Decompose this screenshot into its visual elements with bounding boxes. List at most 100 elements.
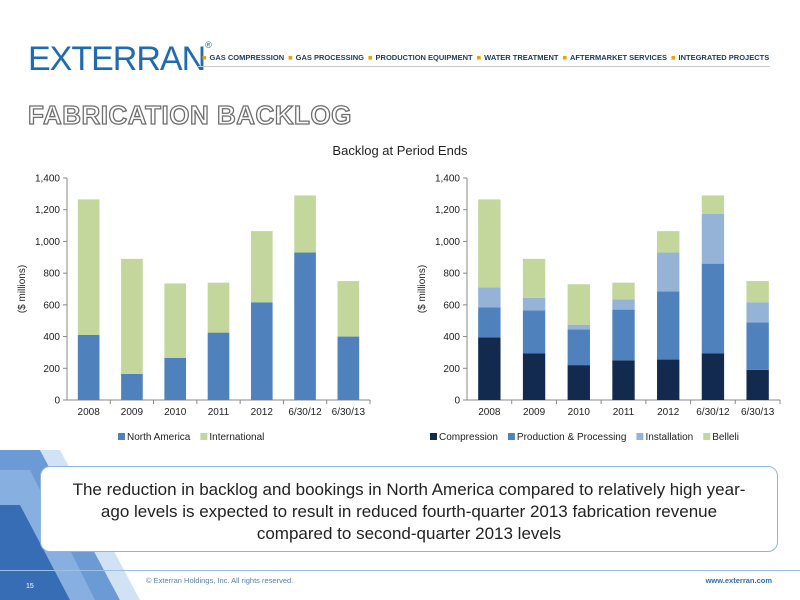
y-tick-label: 1,200 [435,205,460,216]
footer-divider [0,570,800,571]
nav-bullet-icon: ■ [670,53,676,62]
bar-segment [207,282,230,333]
bar-segment [701,195,725,214]
nav-bullet-icon: ■ [202,53,207,62]
slide-title: FABRICATION BACKLOG [27,99,352,130]
bar-segment [612,299,635,310]
bar-segment [567,284,590,325]
bar-segment [294,252,316,400]
x-tick-label: 2008 [78,407,101,418]
bar-segment [657,359,680,400]
y-tick-label: 1,000 [35,237,60,248]
y-tick-label: 0 [54,396,60,407]
shared-chart-title: Backlog at Period Ends [332,143,468,158]
exterran-logo[interactable]: EXTERRAN® [28,40,212,79]
bar-segment [164,283,187,358]
callout-box: The reduction in backlog and bookings in… [40,466,778,552]
bar-segment [337,281,360,337]
bar-segment [701,213,725,264]
x-tick-label: 2012 [657,407,680,418]
bar-segment [612,360,635,400]
backlog-by-product-chart: 0 200 400 600 800 1,000 1,200 1,400 ($ millions)… [417,174,781,443]
bar-segment [567,329,590,366]
nav-bullet-icon: ■ [368,53,373,62]
bar-segment [522,310,546,354]
bar-segment [657,252,680,292]
legend-swatch [200,433,208,440]
nav-item[interactable]: GAS PROCESSING [295,53,365,62]
bar-segment [207,332,230,400]
y-tick-label: 800 [443,269,460,280]
bar-segment [294,195,316,253]
y-tick-label: 400 [443,332,460,343]
y-tick-label: 400 [43,332,60,343]
y-tick-label: 1,400 [35,174,60,185]
y-tick-label: 200 [443,364,460,375]
x-tick-label: 6/30/13 [741,407,775,418]
legend-label: Production & Processing [517,432,627,443]
header-nav: ■ GAS COMPRESSION ■ GAS PROCESSING ■ PRODUCTI… [198,53,769,62]
bar-segment [121,373,143,400]
y-tick-label: 1,000 [435,237,460,248]
y-axis-label: ($ millions) [417,265,428,313]
bar-segment [522,297,546,311]
bar-segment [746,322,769,370]
bar-segment [567,365,590,400]
nav-item[interactable]: WATER TREATMENT [484,53,559,62]
bar-segment [337,336,360,400]
page-number: 15 [26,583,34,590]
y-tick-label: 600 [443,300,460,311]
nav-bullet-icon: ■ [476,53,482,62]
bar-segment [250,231,273,303]
legend-label: International [209,432,264,443]
bar-segment [746,302,769,323]
bar-segment [478,337,501,400]
legend-swatch [507,433,515,440]
bar-segment [522,258,546,298]
x-tick-label: 6/30/12 [288,407,322,418]
x-tick-label: 2010 [568,407,591,418]
legend-swatch [636,433,644,440]
nav-bullet-icon: ■ [288,53,293,62]
x-tick-label: 2011 [613,407,635,418]
nav-item[interactable]: AFTERMARKET SERVICES [570,53,667,62]
backlog-by-region-chart: 0 200 400 600 800 1,000 1,200 1,400 ($ millions)… [17,174,371,443]
bar-segment [701,263,725,354]
x-tick-label: 2012 [251,407,274,418]
bar-segment [612,309,635,361]
y-tick-label: 0 [454,396,460,407]
bar-segment [657,291,680,360]
bar-segment [746,369,769,400]
bar-segment [746,281,769,303]
legend-label: Belleli [712,432,739,443]
nav-item[interactable]: PRODUCTION EQUIPMENT [375,53,473,62]
logo-text: EXTERRAN [28,40,206,78]
x-tick-label: 2011 [208,407,230,418]
bar-segment [478,307,501,338]
bar-segment [77,199,100,335]
y-tick-label: 800 [43,269,60,280]
legend-label: Installation [645,432,693,443]
nav-item[interactable]: GAS COMPRESSION [209,53,285,62]
y-tick-label: 1,200 [35,205,60,216]
bar-segment [121,258,143,374]
bar-segment [522,353,546,400]
bar-segment [701,353,725,400]
nav-bullet-icon: ■ [562,53,567,62]
website-link[interactable]: www.exterran.com [705,576,772,585]
bar-segment [612,282,635,300]
y-tick-label: 600 [43,300,60,311]
x-tick-label: 2009 [121,407,144,418]
y-axis-label: ($ millions) [17,265,28,313]
x-tick-label: 2009 [523,407,546,418]
legend-swatch [118,433,125,440]
bar-segment [164,357,187,400]
bar-segment [478,287,501,308]
legend-swatch [430,433,437,440]
legend-label: Compression [439,432,498,443]
legend-label: North America [127,432,191,443]
header-divider [198,66,770,67]
copyright-text: © Exterran Holdings, Inc. All rights res… [146,576,294,585]
nav-item[interactable]: INTEGRATED PROJECTS [678,53,770,62]
bar-segment [657,231,680,253]
